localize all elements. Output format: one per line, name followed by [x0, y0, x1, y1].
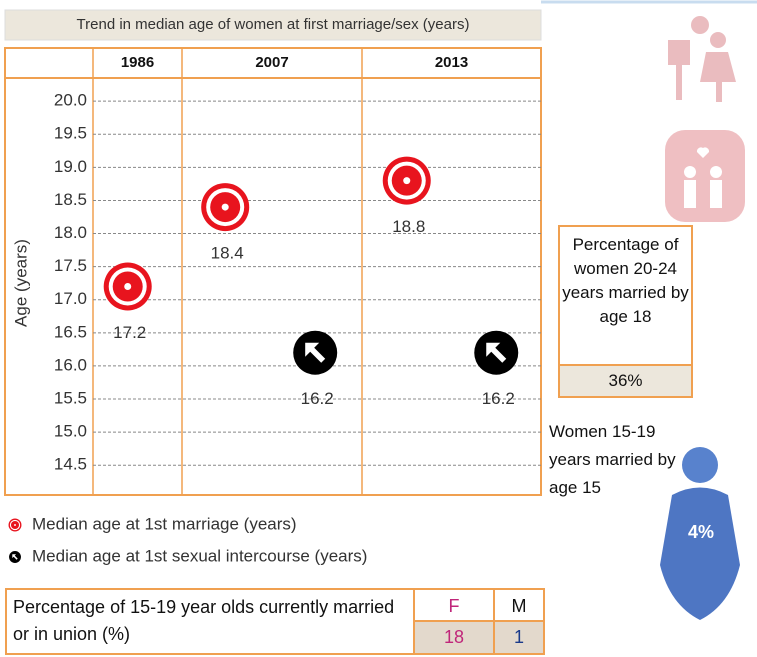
marker-dot: [222, 204, 229, 211]
table-cell: 18: [415, 622, 495, 653]
data-label: 17.2: [113, 323, 146, 342]
y-tick-label: 17.5: [54, 256, 87, 275]
marker-dot: [14, 524, 16, 526]
marker-dot: [124, 283, 131, 290]
y-tick-label: 17.0: [54, 289, 87, 308]
point: [383, 157, 431, 205]
y-axis-label: Age (years): [11, 239, 30, 327]
y-tick-label: 19.0: [54, 157, 87, 176]
data-label: 18.8: [392, 217, 425, 236]
legend-icon: [9, 551, 21, 563]
legend-label: Median age at 1st marriage (years): [32, 514, 297, 533]
table-header: F: [415, 590, 495, 622]
legend-icon: [9, 519, 22, 532]
couple-icon: [668, 16, 736, 102]
data-label: 16.2: [301, 389, 334, 408]
panel-label: Women 15-19 years married by age 15: [549, 418, 689, 502]
table-cell: 1: [495, 622, 543, 653]
y-tick-label: 18.0: [54, 223, 87, 242]
y-tick-label: 19.5: [54, 124, 87, 143]
x-tick-label: 2013: [435, 54, 468, 71]
y-tick-label: 15.5: [54, 389, 87, 408]
point: [474, 331, 518, 375]
y-tick-label: 14.5: [54, 455, 87, 474]
y-tick-label: 20.0: [54, 91, 87, 110]
hearts-icon: [665, 130, 745, 222]
panel-value: 4%: [688, 522, 714, 543]
table-label: Percentage of 15-19 year olds currently …: [7, 590, 415, 653]
page: Trend in median age of women at first ma…: [0, 0, 757, 657]
legend-label: Median age at 1st sexual intercourse (ye…: [32, 546, 367, 565]
y-tick-label: 15.0: [54, 422, 87, 441]
data-label: 16.2: [482, 389, 515, 408]
x-tick-label: 1986: [121, 54, 154, 71]
point: [293, 331, 337, 375]
chart-title: Trend in median age of women at first ma…: [77, 16, 470, 33]
y-tick-label: 18.5: [54, 190, 87, 209]
y-tick-label: 16.5: [54, 322, 87, 341]
panel-value: 36%: [558, 364, 693, 398]
x-tick-label: 2007: [255, 54, 288, 71]
point: [104, 263, 152, 311]
point: [201, 183, 249, 231]
y-tick-label: 16.0: [54, 355, 87, 374]
table: Percentage of 15-19 year olds currently …: [5, 588, 545, 655]
data-label: 18.4: [211, 244, 244, 263]
panel-label: Percentage of women 20-24 years married …: [558, 225, 693, 365]
marker-dot: [403, 177, 410, 184]
table-header: M: [495, 590, 543, 622]
